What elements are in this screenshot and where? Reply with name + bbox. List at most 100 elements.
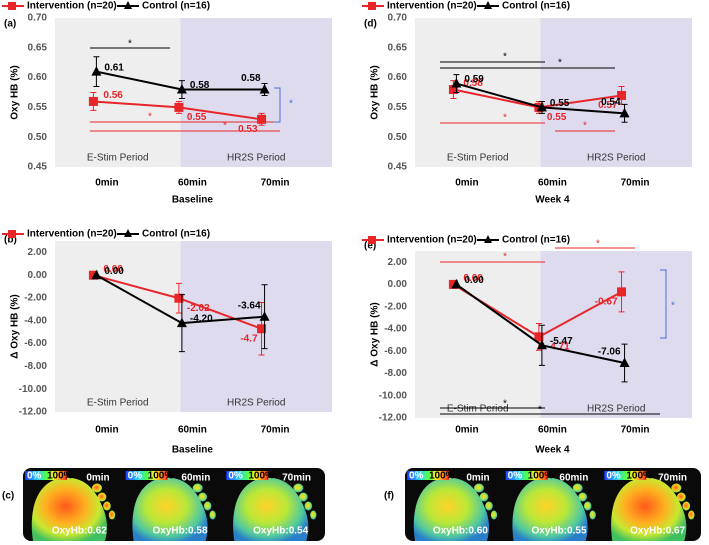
value-label: -4.20 — [190, 314, 213, 325]
marker — [257, 324, 267, 334]
toe — [572, 483, 583, 493]
scale-max: 100% — [429, 471, 455, 482]
region-estim — [415, 251, 541, 418]
value-label: -0.67 — [595, 296, 618, 307]
panel-label: (c) — [2, 491, 14, 502]
significance-star: * — [558, 58, 562, 69]
scale-max: 100% — [248, 471, 274, 482]
legend-label: Intervention (n=20) — [27, 1, 117, 12]
y-tick-label: 0.70 — [28, 13, 48, 24]
significance-star: * — [583, 121, 587, 132]
oxyhb-reading: OxyHb:0.62 — [52, 526, 107, 537]
significance-star: * — [128, 39, 132, 50]
toe — [676, 492, 686, 502]
toe — [474, 483, 484, 493]
y-tick-label: 0.65 — [388, 42, 408, 53]
x-tick-label: 70min — [261, 178, 290, 189]
significance-bracket — [274, 87, 281, 123]
toe — [578, 492, 588, 502]
panel-label: (f) — [384, 491, 394, 502]
marker — [259, 311, 270, 321]
value-label: 0.58 — [190, 80, 210, 91]
toe — [97, 492, 107, 502]
foot-image — [512, 477, 588, 541]
region-estim — [55, 18, 181, 167]
x-tick-label: 0min — [455, 178, 478, 189]
marker — [88, 96, 98, 106]
y-tick-label: 0.65 — [28, 42, 48, 53]
foot-image — [611, 477, 687, 541]
marker — [259, 84, 270, 94]
toe — [485, 501, 493, 511]
panel-label: (b) — [4, 235, 17, 246]
legend-label: Control (n=16) — [142, 229, 210, 240]
color-scale — [25, 471, 67, 480]
x-tick-label: 60min — [538, 178, 567, 189]
marker — [617, 90, 627, 100]
toe — [310, 510, 317, 520]
panel-label: (a) — [4, 19, 16, 30]
value-label: 0.56 — [103, 90, 123, 101]
significance-star: * — [671, 301, 675, 312]
y-tick-label: -4.00 — [24, 315, 47, 326]
value-label: 0.55 — [547, 112, 567, 123]
significance-star: * — [503, 113, 507, 124]
oxyhb-reading: OxyHb:0.67 — [630, 526, 685, 537]
panel-label: (d) — [364, 19, 377, 30]
value-label: 0.00 — [464, 275, 484, 286]
legend-marker — [8, 230, 16, 238]
y-tick-label: -8.00 — [384, 368, 407, 379]
y-tick-label: 2.00 — [388, 257, 408, 268]
x-tick-label: 0min — [95, 178, 118, 189]
toe — [688, 510, 695, 520]
time-label: 70min — [658, 473, 687, 484]
legend-label: Intervention (n=20) — [27, 229, 117, 240]
toe — [203, 501, 212, 511]
legend-label: Control (n=16) — [502, 235, 570, 246]
x-tick-label: 60min — [178, 425, 207, 436]
y-axis-title: Δ Oxy HB (%) — [10, 294, 21, 358]
scale-min: 0% — [508, 471, 523, 482]
value-label: -4.71 — [547, 341, 570, 352]
x-tick-label: 0min — [95, 425, 118, 436]
foot-image — [31, 477, 107, 541]
y-tick-label: 0.00 — [28, 270, 48, 281]
region-estim — [415, 18, 541, 167]
marker — [534, 332, 544, 342]
significance-star: * — [289, 99, 293, 110]
scale-max: 100% — [47, 471, 73, 482]
region-label: HR2S Period — [587, 153, 645, 164]
value-label: 0.55 — [550, 98, 570, 109]
value-label: -7.06 — [598, 347, 621, 358]
legend-marker — [484, 1, 492, 9]
y-tick-label: -4.00 — [384, 324, 407, 335]
value-label: -5.47 — [550, 336, 573, 347]
y-tick-label: -10.00 — [19, 384, 48, 395]
region-estim — [55, 241, 181, 412]
y-axis-title: Δ Oxy HB (%) — [370, 302, 381, 366]
value-label: 0.58 — [241, 73, 261, 84]
x-tick-label: 70min — [621, 425, 650, 436]
region-label: E-Stim Period — [447, 153, 509, 164]
time-label: 0min — [466, 473, 489, 484]
significance-star: * — [503, 252, 507, 263]
y-tick-label: -2.00 — [24, 293, 47, 304]
color-scale — [407, 471, 449, 480]
legend-marker — [8, 2, 16, 10]
marker — [619, 107, 630, 118]
color-scale — [226, 471, 269, 480]
legend-marker — [368, 2, 376, 10]
oxyhb-reading: OxyHb:0.58 — [152, 526, 207, 537]
marker — [451, 278, 462, 289]
region-hr2s — [180, 18, 332, 167]
value-label: 0.55 — [187, 112, 207, 123]
oxyhb-reading: OxyHb:0.60 — [433, 526, 488, 537]
toe — [108, 510, 116, 520]
scale-min: 0% — [228, 471, 243, 482]
scale-min: 0% — [27, 471, 42, 482]
significance-star: * — [503, 399, 507, 410]
scale-max: 100% — [148, 471, 174, 482]
significance-bracket — [660, 269, 667, 339]
time-label: 60min — [559, 473, 588, 484]
